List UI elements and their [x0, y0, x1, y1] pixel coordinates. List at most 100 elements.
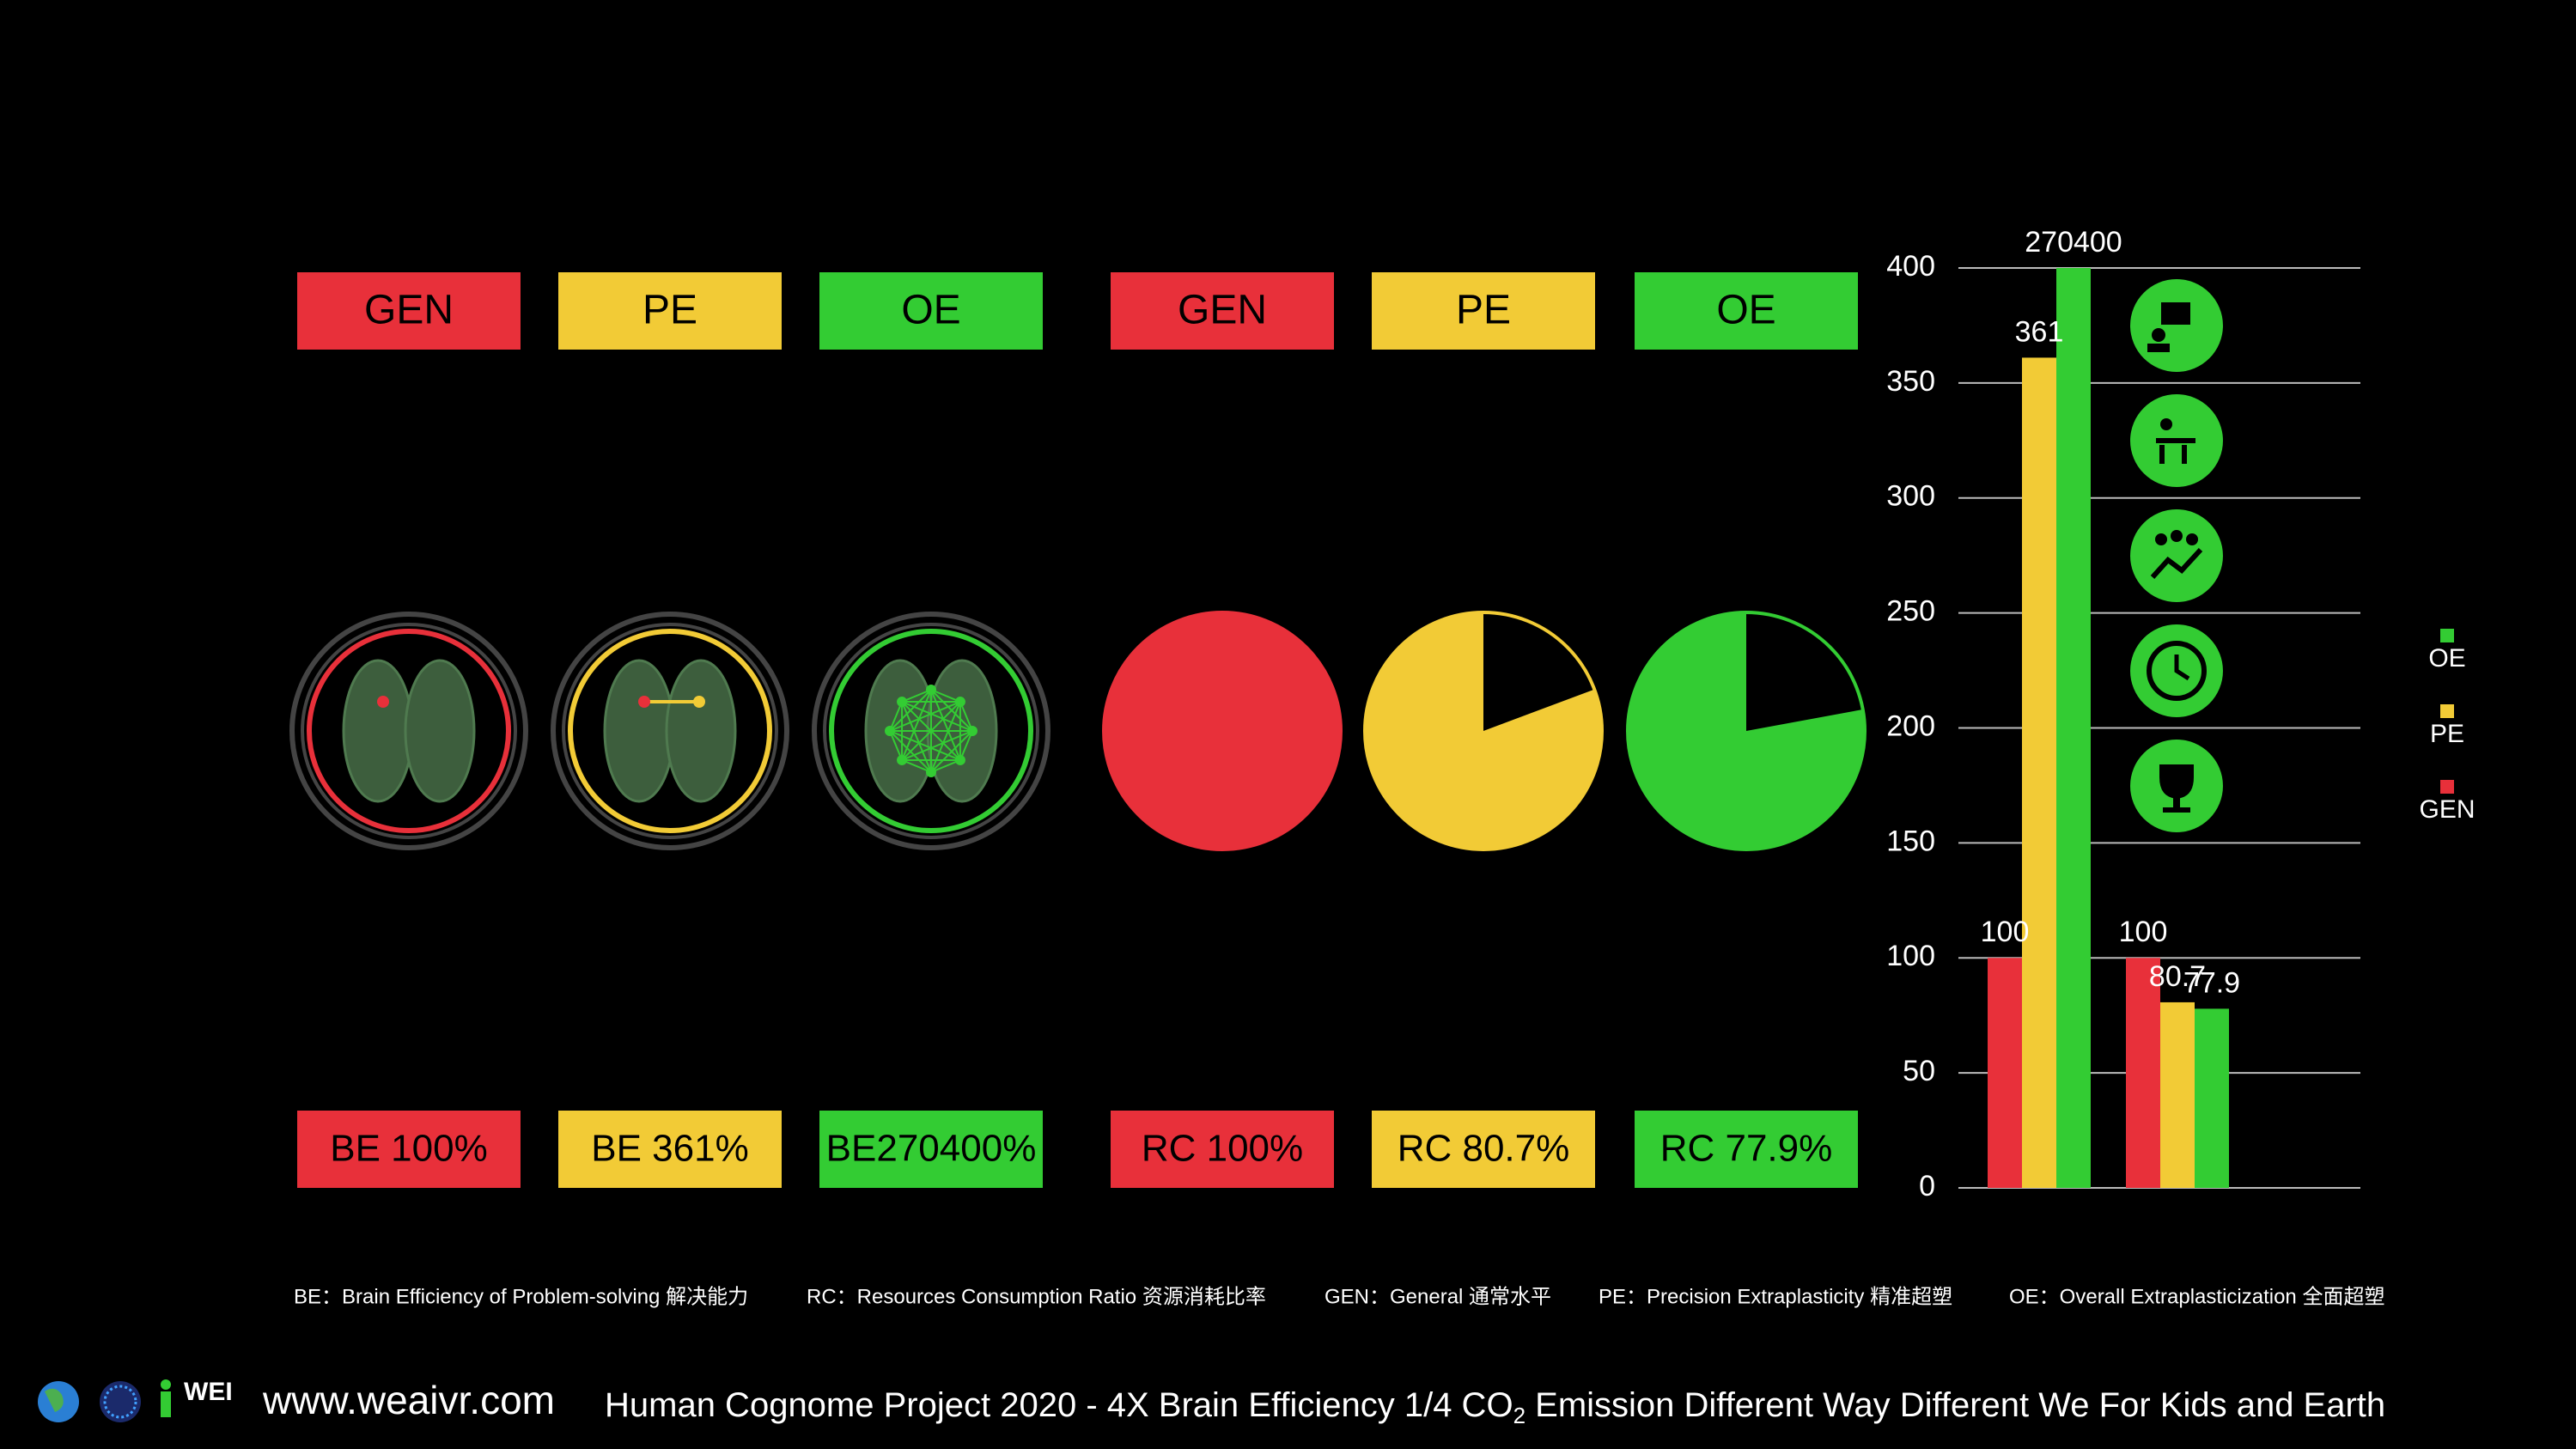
- brain-link: [930, 759, 961, 773]
- y-tick-label: 200: [1886, 709, 1935, 742]
- value-label: 77.9: [2183, 966, 2240, 999]
- footer-label: RC 77.9%: [1660, 1128, 1833, 1170]
- header-label: OE: [1716, 288, 1775, 333]
- brain-ring: [301, 623, 517, 839]
- pie-slice: [1628, 612, 1865, 850]
- brain-link: [930, 689, 961, 703]
- legend-swatch: [2440, 780, 2454, 794]
- brain-link: [889, 730, 903, 761]
- header-box: [1372, 272, 1595, 350]
- brain-dot: [967, 726, 977, 736]
- footer-box: [1635, 1111, 1858, 1188]
- brain-dot: [954, 697, 965, 708]
- footer-label: BE270400%: [826, 1128, 1037, 1170]
- y-tick-label: 300: [1886, 480, 1935, 513]
- brain-dot: [926, 685, 936, 695]
- footer-box: [558, 1111, 782, 1188]
- header-box: [297, 272, 521, 350]
- tagline-part: 2: [1513, 1403, 1526, 1428]
- header-box: [819, 272, 1043, 350]
- brain-link: [901, 759, 932, 773]
- brain: [404, 659, 476, 803]
- brain-link: [901, 689, 932, 703]
- legend-label: OE: [2428, 644, 2465, 673]
- site: www.weaivr.com: [262, 1378, 555, 1422]
- legend-label: PE: [2430, 720, 2464, 748]
- header-label: GEN: [1178, 288, 1267, 333]
- pie-slice: [1365, 612, 1603, 850]
- brain-link: [889, 701, 961, 732]
- brain-ring: [823, 623, 1039, 839]
- brain-ring: [568, 629, 772, 833]
- note: GEN：General 通常水平: [1325, 1285, 1551, 1308]
- bar: [2022, 357, 2056, 1188]
- y-tick-label: 350: [1886, 365, 1935, 398]
- y-tick-label: 400: [1886, 250, 1935, 283]
- logos: [38, 1379, 171, 1422]
- y-tick-label: 250: [1886, 595, 1935, 628]
- y-tick-label: 50: [1903, 1055, 1935, 1087]
- bars: [1988, 268, 2229, 1188]
- value-label: 100: [1981, 916, 2030, 948]
- brain-link: [930, 701, 961, 773]
- header-box: [1111, 272, 1334, 350]
- brain-dot: [638, 696, 650, 708]
- brain-ring: [562, 623, 778, 839]
- brain-ring: [289, 612, 528, 850]
- brain-ring: [829, 629, 1033, 833]
- y-tick-label: 150: [1886, 825, 1935, 857]
- footer-box: [1111, 1111, 1334, 1188]
- footer-label: BE 361%: [591, 1128, 748, 1170]
- brain-link: [889, 689, 932, 732]
- brain: [342, 659, 414, 803]
- bar: [2126, 958, 2160, 1188]
- value-label: 361: [2015, 315, 2064, 348]
- legend-label: GEN: [2419, 795, 2475, 824]
- tagline: Human Cognome Project 2020 - 4X Brain Ef…: [605, 1386, 2385, 1428]
- brain-link: [959, 701, 973, 732]
- header-label: OE: [901, 288, 960, 333]
- note: BE：Brain Efficiency of Problem-solving 解…: [294, 1285, 748, 1308]
- bar: [2056, 268, 2091, 1188]
- note: OE：Overall Extraplasticization 全面超塑: [2009, 1285, 2384, 1308]
- brain-link: [959, 730, 973, 761]
- brain-dot: [926, 767, 936, 777]
- bar: [2160, 1002, 2195, 1188]
- legend-swatch: [2440, 704, 2454, 718]
- brain: [665, 659, 737, 803]
- y-tick-label: 100: [1886, 940, 1935, 972]
- tagline-part: Emission Different Way Different We For …: [1526, 1386, 2385, 1424]
- bar: [2195, 1008, 2229, 1188]
- pie-slice: [1104, 612, 1341, 849]
- note: PE：Precision Extraplasticity 精准超塑: [1599, 1285, 1952, 1308]
- y-tick-label: 0: [1919, 1170, 1935, 1202]
- brain-dot: [897, 697, 908, 708]
- value-label: 100: [2119, 916, 2168, 948]
- brain-dot: [897, 754, 908, 765]
- icon-column: [2130, 279, 2223, 832]
- brain-dot: [885, 726, 895, 736]
- header-box: [558, 272, 782, 350]
- brain-link: [901, 701, 961, 761]
- header-label: GEN: [364, 288, 454, 333]
- header-label: PE: [642, 288, 697, 333]
- brain-ring: [812, 612, 1050, 850]
- footer-box: [297, 1111, 521, 1188]
- footer-box: [819, 1111, 1043, 1188]
- header-box: [1635, 272, 1858, 350]
- logo-text: WEI: [184, 1378, 233, 1406]
- bar: [1988, 958, 2022, 1188]
- footer-label: BE 100%: [330, 1128, 487, 1170]
- brain: [603, 659, 675, 803]
- footer-box: [1372, 1111, 1595, 1188]
- brain-link: [889, 701, 903, 732]
- header-label: PE: [1456, 288, 1511, 333]
- value-label: 80.7: [2149, 960, 2206, 993]
- brain-ring: [551, 612, 789, 850]
- brain-dot: [693, 696, 705, 708]
- footer-label: RC 100%: [1142, 1128, 1303, 1170]
- brain-dot: [954, 754, 965, 765]
- brain-ring: [307, 629, 511, 833]
- brain-dot: [377, 696, 389, 708]
